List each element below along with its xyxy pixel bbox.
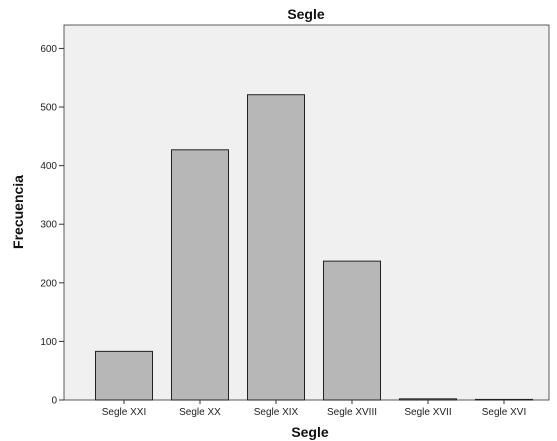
x-axis: Segle XXI Segle XX Segle XIX Segle XVIII Seg… bbox=[102, 400, 526, 418]
bar bbox=[323, 260, 381, 401]
y-tick-label: 0 bbox=[51, 396, 57, 407]
y-axis-title: Frecuencia bbox=[10, 175, 26, 249]
y-tick-label: 600 bbox=[40, 44, 57, 55]
x-tick-label: Segle XXI bbox=[102, 407, 146, 418]
plot-area bbox=[63, 24, 550, 401]
bar bbox=[475, 398, 533, 401]
x-tick-label: Segle XVII bbox=[404, 407, 451, 418]
y-tick-label: 300 bbox=[40, 220, 57, 231]
y-tick-label: 400 bbox=[40, 161, 57, 172]
x-tick-label: Segle XVIII bbox=[327, 407, 377, 418]
x-tick-label: Segle XX bbox=[179, 407, 221, 418]
x-axis-title: Segle bbox=[291, 424, 329, 440]
bars bbox=[95, 94, 533, 401]
y-tick-label: 100 bbox=[40, 337, 57, 348]
x-tick-label: Segle XVI bbox=[482, 407, 526, 418]
chart-title: Segle bbox=[287, 6, 325, 22]
bar bbox=[399, 398, 457, 401]
y-axis: 0 100 200 300 400 500 600 bbox=[40, 44, 64, 407]
y-tick-label: 200 bbox=[40, 278, 57, 289]
bar bbox=[171, 149, 229, 401]
bar bbox=[95, 350, 153, 401]
y-tick-label: 500 bbox=[40, 103, 57, 114]
bar bbox=[247, 94, 305, 401]
x-tick-label: Segle XIX bbox=[254, 407, 299, 418]
